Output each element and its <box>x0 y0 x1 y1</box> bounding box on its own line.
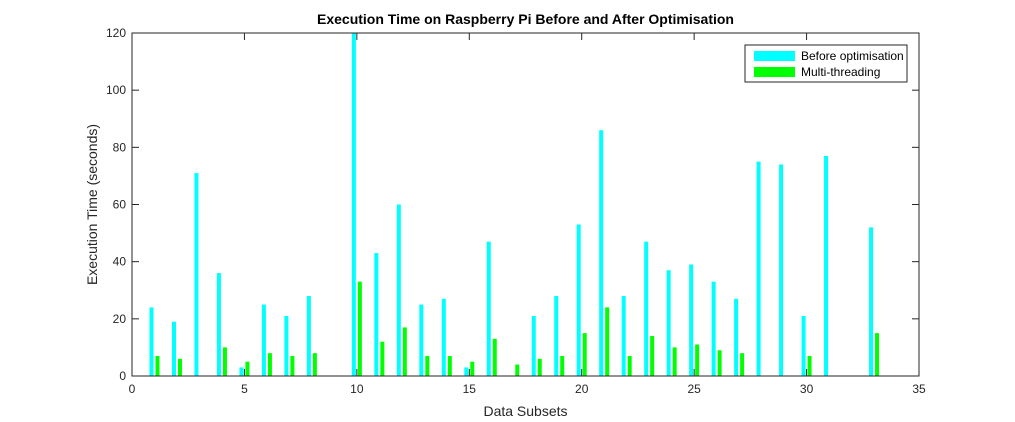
chart-title: Execution Time on Raspberry Pi Before an… <box>317 11 734 27</box>
bar-multithreading-20 <box>582 333 587 376</box>
bar-multithreading-16 <box>492 338 497 376</box>
bar-before-7 <box>284 315 289 376</box>
bar-before-16 <box>486 241 491 376</box>
bar-multithreading-23 <box>650 335 655 376</box>
y-tick-label: 0 <box>119 369 126 383</box>
bar-before-1 <box>149 307 154 376</box>
bar-before-24 <box>666 270 671 376</box>
bar-before-20 <box>576 224 581 376</box>
bar-multithreading-1 <box>155 355 160 376</box>
x-tick-label: 20 <box>575 382 589 396</box>
bar-multithreading-21 <box>605 307 610 376</box>
x-tick-label: 5 <box>241 382 248 396</box>
bar-multithreading-10 <box>357 281 362 376</box>
bar-multithreading-5 <box>245 361 250 376</box>
bar-before-18 <box>531 315 536 376</box>
bar-before-23 <box>644 241 649 376</box>
bar-before-14 <box>441 298 446 376</box>
bar-before-26 <box>711 281 716 376</box>
bar-multithreading-7 <box>290 355 295 376</box>
bar-before-28 <box>756 161 761 376</box>
bar-before-2 <box>171 321 176 376</box>
bar-before-11 <box>374 253 379 376</box>
bar-before-30 <box>801 315 806 376</box>
x-axis-label: Data Subsets <box>483 403 567 419</box>
legend-swatch <box>754 67 795 77</box>
y-tick-label: 100 <box>106 83 126 97</box>
bar-multithreading-11 <box>380 341 385 376</box>
y-tick-label: 120 <box>106 26 126 40</box>
bar-before-27 <box>734 298 739 376</box>
bar-multithreading-30 <box>807 355 812 376</box>
bar-multithreading-14 <box>447 355 452 376</box>
bar-multithreading-4 <box>222 347 227 376</box>
y-tick-label: 40 <box>113 255 127 269</box>
bar-multithreading-15 <box>470 361 475 376</box>
x-tick-label: 35 <box>912 382 926 396</box>
bar-multithreading-8 <box>312 353 317 376</box>
bar-before-21 <box>599 130 604 376</box>
plot-background <box>132 33 919 376</box>
x-tick-label: 30 <box>800 382 814 396</box>
bar-before-22 <box>621 295 626 376</box>
bar-before-31 <box>824 155 829 376</box>
bar-multithreading-27 <box>740 353 745 376</box>
legend: Before optimisation Multi-threading <box>744 44 908 83</box>
x-tick-label: 0 <box>129 382 136 396</box>
bar-before-13 <box>419 304 424 376</box>
bar-multithreading-17 <box>515 364 520 376</box>
x-tick-label: 15 <box>463 382 477 396</box>
bar-before-10 <box>351 33 356 376</box>
bar-multithreading-12 <box>402 327 407 376</box>
bar-before-29 <box>779 164 784 376</box>
bar-multithreading-2 <box>177 358 182 376</box>
y-tick-label: 20 <box>113 312 127 326</box>
axes-group: 0 5 10 15 20 25 30 35 0 20 40 60 80 100 120 <box>106 26 926 396</box>
bar-multithreading-25 <box>695 344 700 376</box>
bar-before-5 <box>239 367 244 376</box>
bar-before-33 <box>869 227 874 376</box>
legend-label: Before optimisation <box>801 49 904 63</box>
legend-swatch <box>754 51 795 61</box>
y-tick-label: 60 <box>113 198 127 212</box>
bar-multithreading-22 <box>627 355 632 376</box>
x-tick-label: 10 <box>350 382 364 396</box>
bars-group <box>149 33 880 376</box>
bar-multithreading-6 <box>267 353 272 376</box>
bar-before-15 <box>464 367 469 376</box>
bar-multithreading-33 <box>875 333 880 376</box>
bar-multithreading-26 <box>717 350 722 376</box>
bar-multithreading-13 <box>425 355 430 376</box>
bar-multithreading-18 <box>537 358 542 376</box>
bar-before-25 <box>689 264 694 376</box>
bar-before-4 <box>216 273 221 376</box>
bar-multithreading-24 <box>672 347 677 376</box>
bar-multithreading-19 <box>560 355 565 376</box>
y-axis-label: Execution Time (seconds) <box>84 124 100 285</box>
bar-before-8 <box>306 295 311 376</box>
bar-before-3 <box>194 173 199 376</box>
y-tick-label: 80 <box>113 140 127 154</box>
bar-before-6 <box>261 304 266 376</box>
x-tick-label: 25 <box>687 382 701 396</box>
plot-area <box>132 33 919 376</box>
legend-label: Multi-threading <box>801 65 880 79</box>
bar-before-12 <box>396 204 401 376</box>
bar-before-19 <box>554 295 559 376</box>
